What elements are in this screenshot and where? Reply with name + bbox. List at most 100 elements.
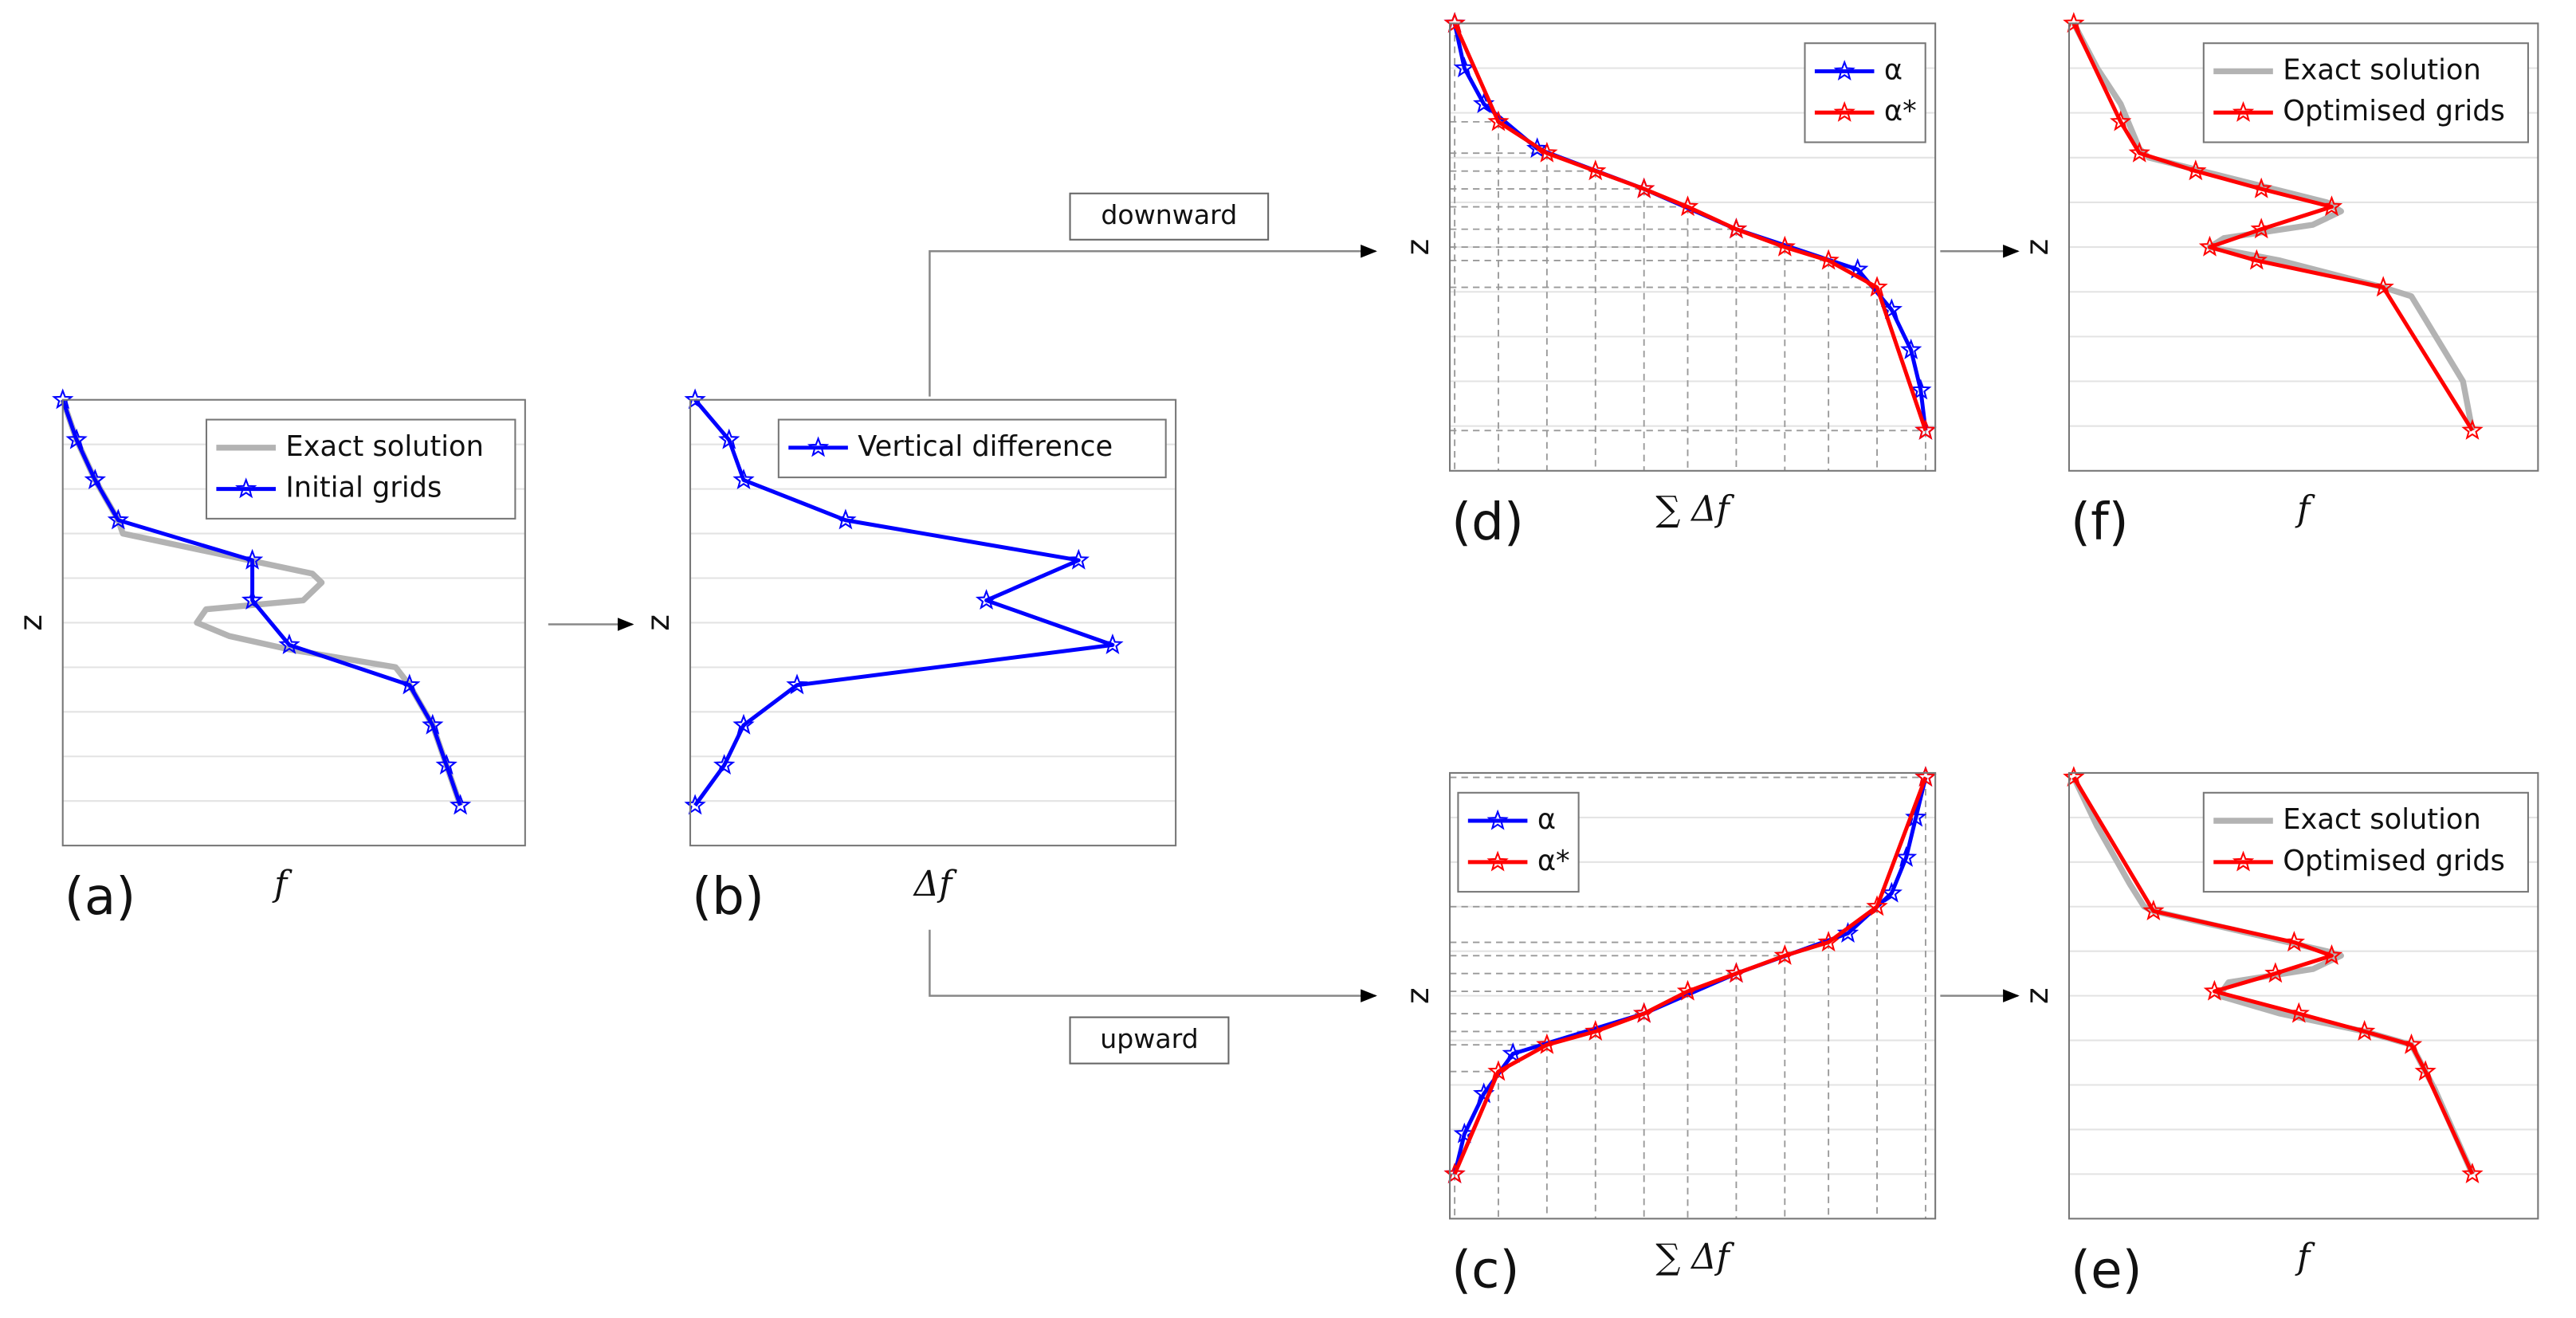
plot-frame xyxy=(1449,771,1937,1220)
flow-label: downward xyxy=(1101,199,1237,230)
marker xyxy=(435,754,457,775)
x-axis-label: ∑ Δf xyxy=(1655,490,1734,530)
marker xyxy=(2353,1020,2376,1041)
legend-label: Vertical difference xyxy=(858,430,1113,463)
marker xyxy=(1817,249,1840,270)
marker xyxy=(1676,195,1699,217)
legend-marker xyxy=(1486,850,1509,872)
legend-marker xyxy=(1833,100,1855,122)
plot-frame xyxy=(2067,771,2539,1220)
panel-label: (b) xyxy=(692,867,764,927)
legend-label: α xyxy=(1884,53,1903,86)
marker xyxy=(1773,235,1796,257)
x-axis-label: Δf xyxy=(913,865,957,904)
marker xyxy=(713,754,736,775)
legend-marker xyxy=(1833,60,1855,81)
marker xyxy=(1443,1163,1466,1184)
arrow xyxy=(929,244,1377,397)
marker xyxy=(684,388,706,410)
marker xyxy=(2320,195,2343,217)
marker xyxy=(2287,1002,2310,1023)
marker xyxy=(422,713,444,735)
flow-label: upward xyxy=(1100,1023,1198,1054)
marker xyxy=(1502,1042,1524,1063)
marker xyxy=(2414,1060,2437,1081)
marker xyxy=(1914,766,1937,787)
plot-frame xyxy=(1449,22,1937,472)
marker xyxy=(1910,379,1932,400)
series-line xyxy=(693,398,1115,807)
marker xyxy=(1866,276,1888,297)
marker xyxy=(2203,979,2226,1001)
marker xyxy=(786,673,808,695)
marker xyxy=(2063,12,2085,33)
marker xyxy=(1900,338,1922,359)
marker xyxy=(1584,1020,1607,1041)
legend-label: Initial grids xyxy=(285,472,442,504)
panel-label: (d) xyxy=(1451,492,1524,552)
legend-label: Exact solution xyxy=(2283,53,2481,86)
legend-label: α* xyxy=(1884,95,1917,127)
marker xyxy=(2185,159,2207,181)
legend-label: Exact solution xyxy=(2283,803,2481,836)
marker xyxy=(1866,895,1888,916)
marker xyxy=(718,428,740,449)
marker xyxy=(1536,141,1558,163)
legend-marker xyxy=(1486,809,1509,830)
arrow xyxy=(929,929,1377,1002)
legend-marker xyxy=(2232,850,2255,872)
marker xyxy=(2320,943,2343,965)
panel-label: (f) xyxy=(2071,492,2129,552)
marker xyxy=(449,794,472,815)
series-line xyxy=(61,398,462,806)
x-axis-label: f xyxy=(272,865,293,904)
y-axis-label: z xyxy=(2019,987,2056,1004)
legend-marker xyxy=(235,477,257,499)
marker xyxy=(1633,1002,1655,1023)
marker xyxy=(1817,931,1840,952)
marker xyxy=(732,469,755,490)
marker xyxy=(2250,177,2272,198)
legend-frame xyxy=(2202,791,2529,893)
marker xyxy=(1725,218,1748,239)
marker xyxy=(2264,962,2287,983)
legend-frame xyxy=(205,418,516,520)
y-axis-label: z xyxy=(1400,987,1436,1004)
legend-frame xyxy=(2202,42,2529,143)
marker xyxy=(1487,1060,1510,1081)
marker xyxy=(2198,235,2221,257)
legend-marker xyxy=(807,436,830,457)
marker xyxy=(1676,979,1699,1001)
marker xyxy=(65,428,88,449)
marker xyxy=(84,469,106,490)
marker xyxy=(1633,177,1655,198)
marker xyxy=(1847,257,1869,279)
series-line xyxy=(2071,22,2475,432)
marker xyxy=(1773,943,1796,965)
series-line xyxy=(1452,22,1928,432)
marker xyxy=(107,508,129,530)
marker xyxy=(1526,137,1549,159)
marker xyxy=(1443,12,1466,33)
marker xyxy=(1895,845,1918,867)
marker xyxy=(241,548,264,570)
marker xyxy=(278,634,300,654)
legend-label: Optimised grids xyxy=(2283,95,2505,127)
marker xyxy=(2400,1033,2423,1054)
legend-frame xyxy=(1457,791,1580,893)
label-box xyxy=(1069,1016,1230,1065)
marker xyxy=(1487,110,1510,131)
marker xyxy=(1101,634,1124,655)
panel-label: (e) xyxy=(2071,1240,2142,1300)
x-axis-label: f xyxy=(2295,490,2315,530)
marker xyxy=(1905,806,1927,827)
legend-frame xyxy=(1804,42,1926,143)
marker xyxy=(975,589,998,610)
marker xyxy=(2372,276,2394,297)
plot-frame xyxy=(2067,22,2539,472)
marker xyxy=(1725,962,1748,983)
marker xyxy=(241,589,264,610)
y-axis-label: z xyxy=(2019,239,2056,256)
marker xyxy=(2245,249,2268,270)
